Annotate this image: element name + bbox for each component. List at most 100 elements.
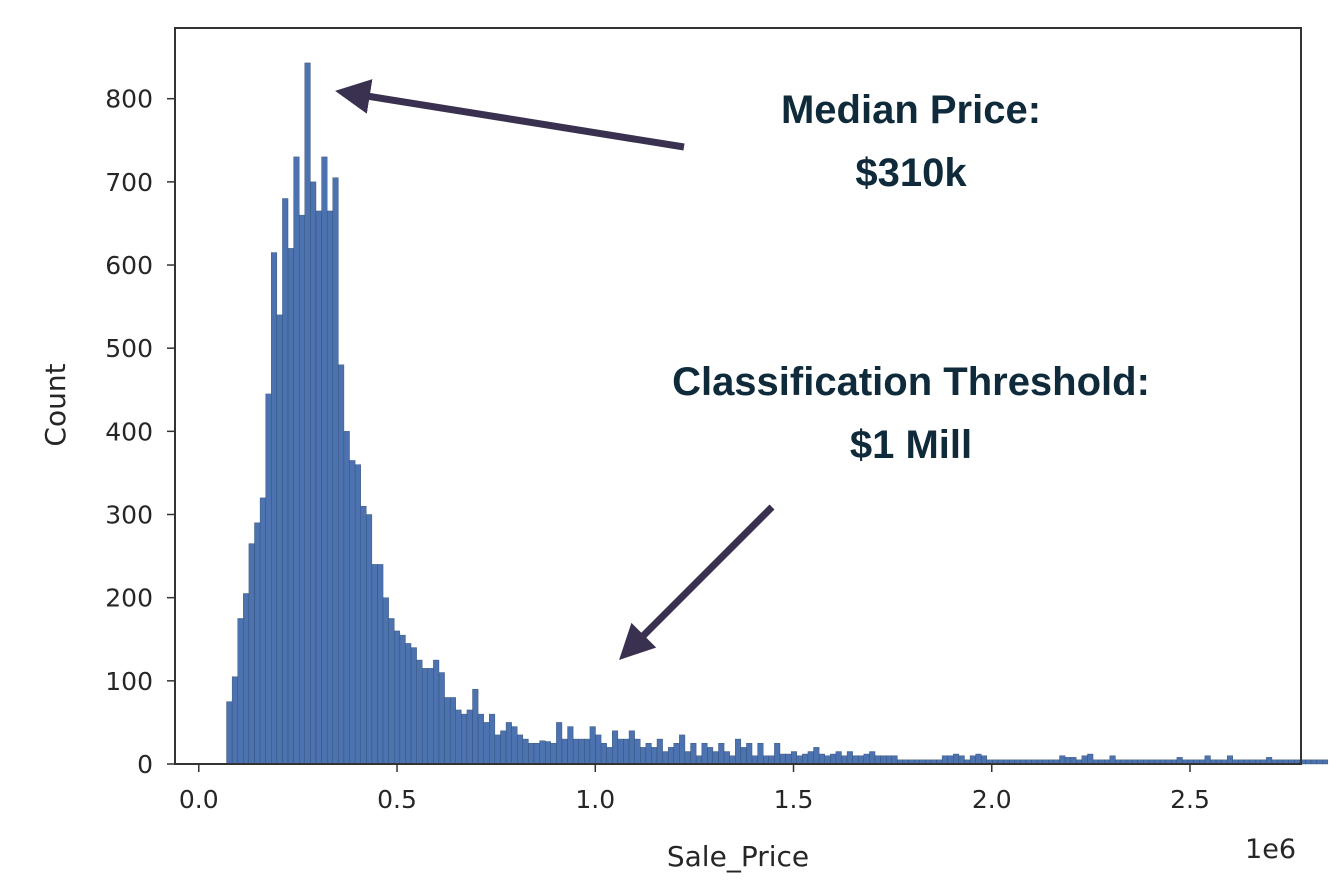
y-tick-label: 600 [105, 251, 153, 280]
y-tick-label: 200 [105, 584, 153, 613]
histogram-bar [394, 630, 401, 765]
histogram-bar [226, 701, 233, 765]
histogram-bar [802, 753, 809, 765]
histogram-bar [628, 730, 635, 765]
histogram-bar [589, 726, 596, 765]
median-annotation-line1: Median Price: [781, 88, 1041, 132]
histogram-bar [1087, 753, 1094, 765]
histogram-bar [958, 755, 965, 765]
histogram-bar [981, 755, 988, 765]
histogram-bar [617, 738, 624, 765]
x-tick-label: 2.0 [972, 785, 1012, 814]
histogram-bar [287, 248, 294, 765]
histogram-bar [433, 659, 440, 765]
histogram-bar [818, 753, 825, 765]
histogram-bar [651, 747, 658, 765]
histogram-bar [315, 210, 322, 765]
histogram-bar [259, 497, 266, 765]
histogram-bar [505, 722, 512, 765]
x-tick-label: 0.0 [179, 785, 219, 814]
histogram-bar [276, 314, 283, 765]
y-axis-label: Count [39, 363, 72, 446]
histogram-bar [707, 747, 714, 765]
histogram-bar [969, 755, 976, 765]
histogram-bar [1316, 759, 1323, 765]
histogram-bar [399, 634, 406, 765]
histogram-bar [231, 676, 238, 765]
histogram-bar [544, 741, 551, 765]
histogram-bar [947, 755, 954, 765]
histogram-bar [388, 618, 395, 765]
histogram-bar [941, 755, 948, 765]
histogram-bar [550, 743, 557, 765]
histogram-bar [466, 709, 473, 765]
histogram-bar [673, 743, 680, 765]
histogram-bar [377, 564, 384, 765]
histogram-bar [500, 730, 507, 765]
histogram-bar [349, 460, 356, 765]
histogram-bar [438, 672, 445, 765]
histogram-bar [366, 514, 373, 765]
y-tick-label: 500 [105, 334, 153, 363]
histogram-bar [265, 393, 272, 765]
histogram-bar [1305, 759, 1312, 765]
histogram-bar [600, 743, 607, 765]
y-tick-label: 300 [105, 501, 153, 530]
histogram-bar [572, 738, 579, 765]
histogram-bar [1081, 755, 1088, 765]
histogram-bar [757, 743, 764, 765]
histogram-bar [455, 709, 462, 765]
histogram-bar [813, 747, 820, 765]
histogram-bar [656, 738, 663, 765]
histogram-bar [869, 751, 876, 765]
histogram-bar [584, 738, 591, 765]
histogram-bar [768, 755, 775, 765]
histogram-bar [751, 755, 758, 765]
histogram-bar [863, 753, 870, 765]
histogram-bar [354, 464, 361, 765]
histogram-bar [427, 668, 434, 765]
histogram-bar [824, 755, 831, 765]
histogram-bar [461, 713, 468, 765]
histogram-bar [567, 726, 574, 765]
histogram-bar [712, 751, 719, 765]
histogram-bar [472, 688, 479, 765]
histogram-bar [1109, 755, 1116, 765]
histogram-bar [634, 738, 641, 765]
histogram-bar [271, 252, 278, 765]
histogram-bar [785, 753, 792, 765]
histogram-bar [422, 668, 428, 765]
histogram-bar [511, 726, 518, 765]
histogram-bar [891, 755, 898, 765]
histogram-bar [449, 697, 456, 765]
y-tick-label: 800 [105, 85, 153, 114]
histogram-bar [243, 593, 250, 765]
histogram-bar [690, 743, 697, 765]
histogram-bar [561, 738, 568, 765]
histogram-bar [477, 713, 484, 765]
y-tick-label: 400 [105, 417, 153, 446]
histogram-bar [684, 751, 691, 765]
histogram-bar [790, 751, 797, 765]
histogram-bar [1227, 755, 1234, 765]
threshold-arrow [619, 504, 775, 660]
median-arrow [335, 79, 685, 151]
x-tick-label: 1.5 [774, 785, 814, 814]
histogram-bar [310, 181, 317, 765]
histogram-bars [226, 62, 1329, 765]
histogram-bar [1322, 759, 1329, 765]
histogram-bar [880, 755, 887, 765]
histogram-bar [321, 156, 328, 765]
histogram-bar [612, 730, 619, 765]
histogram-bar [595, 734, 602, 765]
histogram-bar [723, 751, 730, 765]
histogram-bar [841, 755, 848, 765]
histogram-bar [338, 364, 345, 765]
histogram-bar [774, 743, 781, 765]
histogram-bar [846, 751, 853, 765]
histogram-bar [483, 722, 490, 765]
histogram-bar [1310, 759, 1317, 765]
y-tick-label: 100 [105, 667, 153, 696]
x-axis-label: Sale_Price [667, 840, 809, 873]
